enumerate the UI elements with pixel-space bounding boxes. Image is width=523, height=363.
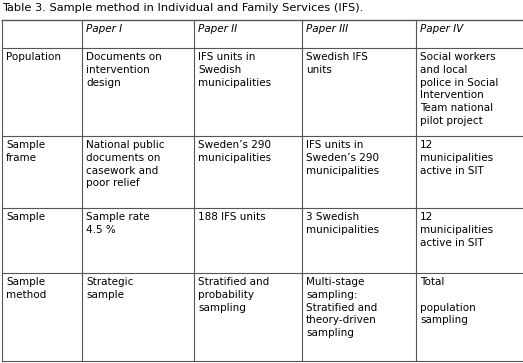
Text: Sample
frame: Sample frame xyxy=(6,140,45,163)
Text: Sweden’s 290
municipalities: Sweden’s 290 municipalities xyxy=(198,140,271,163)
Text: Paper II: Paper II xyxy=(198,24,237,34)
Text: Sample rate
4.5 %: Sample rate 4.5 % xyxy=(86,212,150,235)
Text: IFS units in
Swedish
municipalities: IFS units in Swedish municipalities xyxy=(198,52,271,87)
Text: 12
municipalities
active in SIT: 12 municipalities active in SIT xyxy=(420,140,493,176)
Text: Swedish IFS
units: Swedish IFS units xyxy=(306,52,368,75)
Text: Table 3. Sample method in Individual and Family Services (IFS).: Table 3. Sample method in Individual and… xyxy=(2,3,363,13)
Text: Sample
method: Sample method xyxy=(6,277,46,300)
Text: Multi-stage
sampling:
Stratified and
theory-driven
sampling: Multi-stage sampling: Stratified and the… xyxy=(306,277,377,338)
Text: 3 Swedish
municipalities: 3 Swedish municipalities xyxy=(306,212,379,235)
Text: 12
municipalities
active in SIT: 12 municipalities active in SIT xyxy=(420,212,493,248)
Text: Sample: Sample xyxy=(6,212,45,222)
Text: Paper I: Paper I xyxy=(86,24,122,34)
Text: IFS units in
Sweden’s 290
municipalities: IFS units in Sweden’s 290 municipalities xyxy=(306,140,379,176)
Text: Social workers
and local
police in Social
Intervention
Team national
pilot proje: Social workers and local police in Socia… xyxy=(420,52,498,126)
Text: Paper IV: Paper IV xyxy=(420,24,463,34)
Text: 188 IFS units: 188 IFS units xyxy=(198,212,266,222)
Text: National public
documents on
casework and
poor relief: National public documents on casework an… xyxy=(86,140,165,188)
Text: Strategic
sample: Strategic sample xyxy=(86,277,133,300)
Text: Documents on
intervention
design: Documents on intervention design xyxy=(86,52,162,87)
Text: Population: Population xyxy=(6,52,61,62)
Text: Paper III: Paper III xyxy=(306,24,348,34)
Text: Stratified and
probability
sampling: Stratified and probability sampling xyxy=(198,277,269,313)
Text: Total

population
sampling: Total population sampling xyxy=(420,277,476,325)
